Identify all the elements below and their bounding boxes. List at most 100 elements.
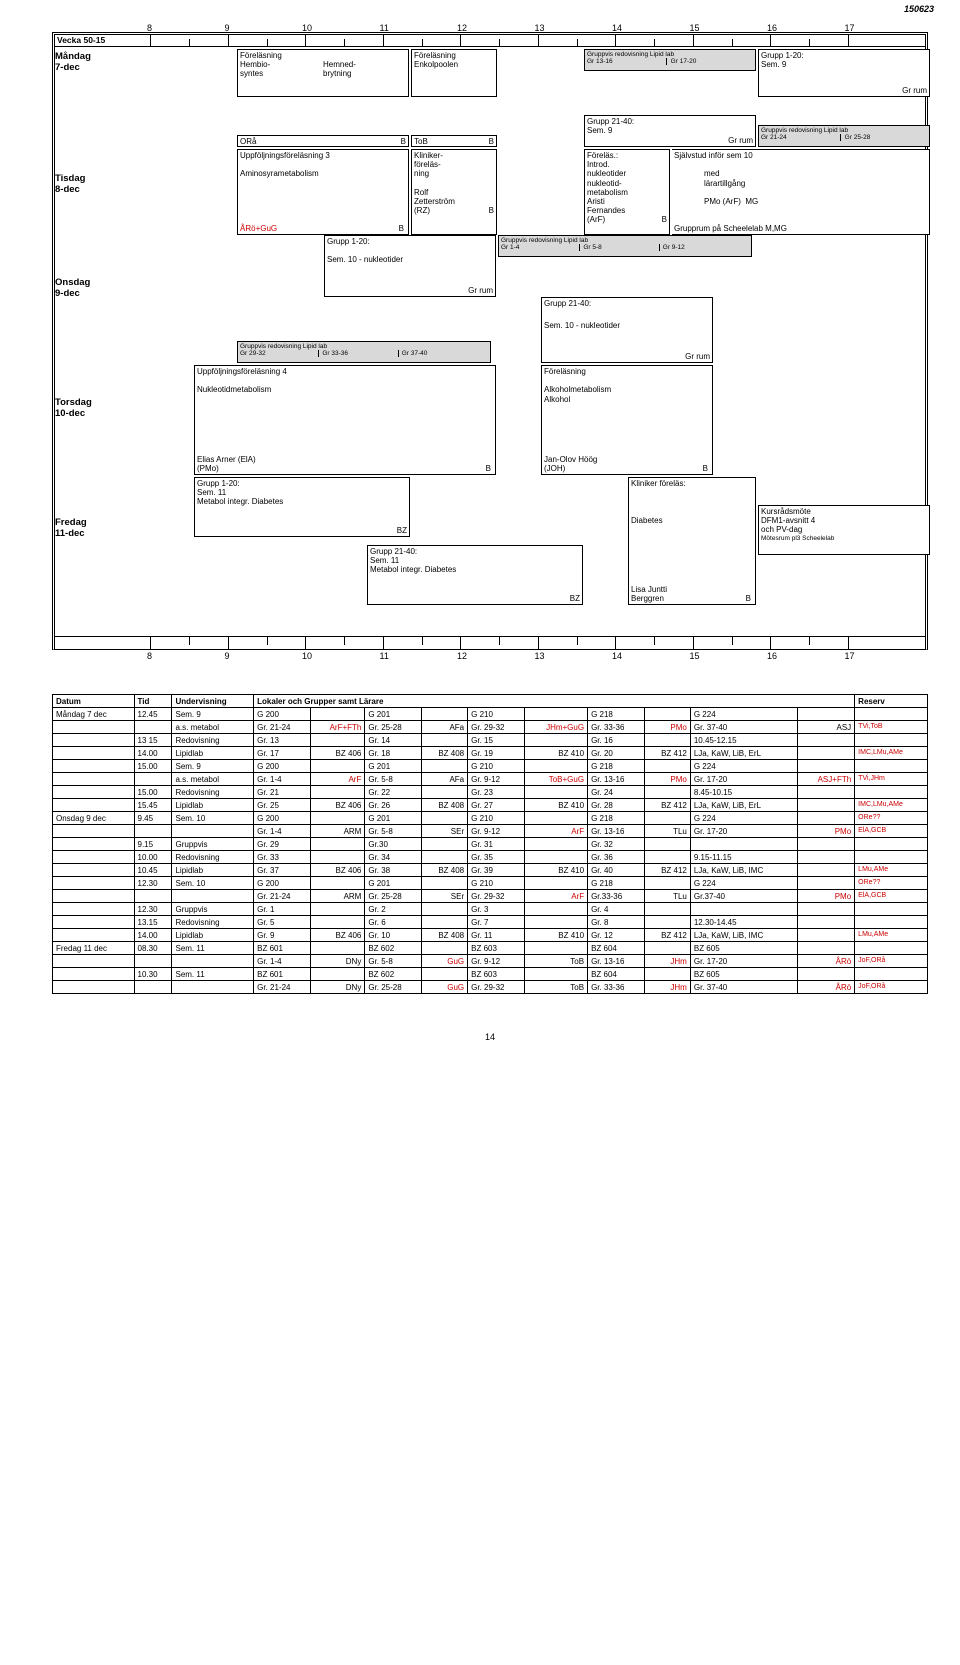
table-cell: 13 15 [134,734,172,747]
table-cell [798,786,855,799]
wed-g120: Grupp 1-20: Sem. 10 - nukleotider Gr rum [324,235,496,297]
t: Kliniker föreläs: [631,479,753,488]
table-cell: 8.45-10.15 [690,786,797,799]
table-cell [53,786,135,799]
table-cell: 15.45 [134,799,172,812]
week-label: Vecka 50-15 [55,35,151,46]
table-cell: Gr. 25-28 [365,721,422,734]
table-cell [422,812,468,825]
tue-forelas: Föreläs.: Introd. nukleotider nukleotid-… [584,149,670,235]
thu-uf4: Uppföljningsföreläsning 4 Nukleotidmetab… [194,365,496,475]
table-cell: Gr. 9-12 [468,955,525,968]
table-cell: BZ 603 [468,942,525,955]
table-cell [53,890,135,903]
table-cell: ArF [524,890,587,903]
hr: 13 [535,651,545,661]
table-cell: Gr. 3 [468,903,525,916]
table-cell: BZ 410 [524,929,587,942]
t: Sem. 10 - nukleotider [544,321,710,330]
table-cell: BZ 408 [422,747,468,760]
table-cell: Gr. 21 [254,786,311,799]
table-cell [644,942,690,955]
t: Gr 21-24 [761,134,841,141]
fri-kf: Kliniker föreläs: Diabetes Lisa Juntti B… [628,477,756,605]
table-cell [855,916,928,929]
table-cell [644,877,690,890]
table-cell: Gr. 1-4 [254,825,311,838]
table-cell: ArF [310,773,364,786]
table-cell: Gr. 24 [588,786,645,799]
table-cell [53,838,135,851]
table-cell: BZ 602 [365,968,422,981]
table-cell: Gr. 15 [468,734,525,747]
table-cell: BZ 601 [254,968,311,981]
table-cell: Redovisning [172,851,254,864]
t: Föreläsning [240,51,406,60]
table-cell [855,968,928,981]
t: Diabetes [631,516,753,525]
table-cell: LJa, KaW, LiB, IMC [690,864,797,877]
t: BZ [397,526,407,535]
table-cell: G 210 [468,760,525,773]
table-cell [855,786,928,799]
t: Sem. 9 [587,126,753,135]
hr: 16 [767,23,777,33]
t: Rolf [414,188,494,197]
table-cell: Gr. 33-36 [588,721,645,734]
table-cell: Gr.30 [365,838,422,851]
table-cell: Gr. 37 [254,864,311,877]
t: Jan-Olov Höög [544,455,710,464]
hr: 17 [845,23,855,33]
table-cell: Gr. 27 [468,799,525,812]
table-cell [524,760,587,773]
table-cell [53,851,135,864]
mon-lecture2: Föreläsning Enkolpoolen [411,49,497,97]
table-cell: JHm+GuG [524,721,587,734]
table-cell: Onsdag 9 dec [53,812,135,825]
table-cell [422,903,468,916]
t: Uppföljningsföreläsning 4 [197,367,493,376]
table-cell: G 218 [588,760,645,773]
t: Grupp 1-20: [197,479,407,488]
table-cell: LMu,AMe [855,929,928,942]
table-cell [798,903,855,916]
t: ning [414,169,494,178]
t: Grupp 1-20: [327,237,493,246]
table-cell: 9.15-11.15 [690,851,797,864]
table-cell [53,799,135,812]
table-cell: Sem. 9 [172,708,254,721]
t: B [401,137,406,146]
table-cell: TVi,ToB [855,721,928,734]
table-cell: 12.30-14.45 [690,916,797,929]
table-cell: ASJ+FTh [798,773,855,786]
table-cell: Gr. 9-12 [468,773,525,786]
table-cell: Gr. 34 [365,851,422,864]
table-cell: BZ 410 [524,799,587,812]
t: Sem. 11 [197,488,407,497]
table-cell: BZ 412 [644,799,690,812]
table-cell: 9.45 [134,812,172,825]
table-cell [310,916,364,929]
table-cell: ASJ [798,721,855,734]
day-name: Måndag [55,51,151,62]
table-cell [310,734,364,747]
table-cell: Gr.33-36 [588,890,645,903]
table-cell: Gr. 21-24 [254,721,311,734]
table-cell [644,734,690,747]
table-cell [644,760,690,773]
table-cell: Gr. 16 [588,734,645,747]
table-cell: Gr. 1 [254,903,311,916]
table-cell [134,773,172,786]
table-cell [422,734,468,747]
table-cell: ArF [524,825,587,838]
table-cell [690,838,797,851]
t: metabolism [587,188,667,197]
wed-gvll2: Gruppvis redovisning Lipid lab Gr 29-32G… [237,341,491,363]
t: lärartillgång [704,179,927,188]
fri-g2140: Grupp 21-40: Sem. 11 Metabol integr. Dia… [367,545,583,605]
mon-lipid: Gruppvis redovisning Lipid lab Gr 13-16G… [584,49,756,71]
table-cell: Gr. 20 [588,747,645,760]
table-cell: BZ 410 [524,747,587,760]
table-cell: Måndag 7 dec [53,708,135,721]
t: Alkohol [544,395,710,404]
